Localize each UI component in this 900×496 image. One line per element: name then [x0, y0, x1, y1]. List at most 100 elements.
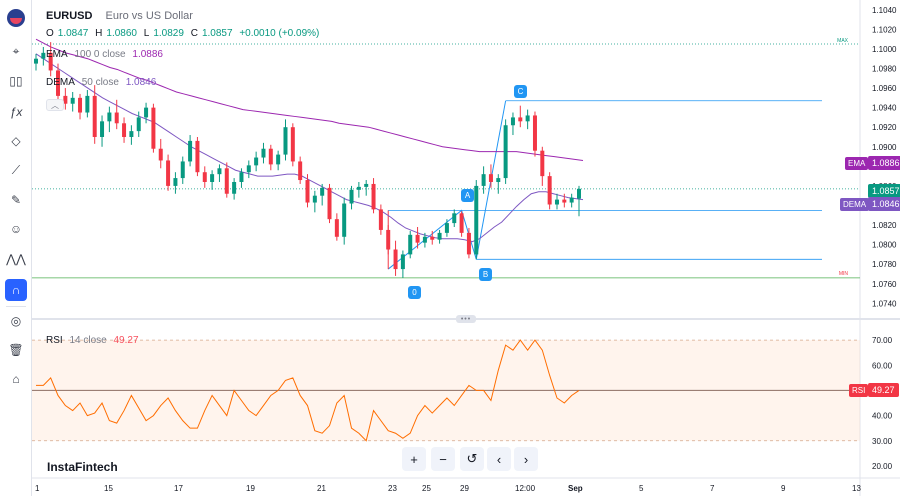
magnet-icon[interactable]: ∩ [5, 279, 27, 301]
rsi-legend[interactable]: RSI 14 close 49.27 [46, 335, 143, 346]
rsi-name: RSI [46, 335, 63, 346]
ema-legend[interactable]: EMA 100 0 close 1.0886 [46, 49, 167, 60]
candle-body [371, 183, 376, 210]
close-value: 1.0857 [201, 28, 233, 39]
zoom-in-button[interactable]: + [402, 447, 426, 471]
time-tick-label: 13 [852, 484, 861, 493]
dema-value: 1.0846 [125, 77, 157, 88]
rsi-tick-label: 20.00 [872, 462, 893, 471]
time-tick-label: 9 [781, 484, 786, 493]
candle-body [85, 95, 90, 113]
candle-body [268, 148, 273, 165]
time-tick-label: 21 [317, 484, 326, 493]
candle-body [466, 232, 471, 255]
low-label: L [143, 28, 150, 39]
candle-body [210, 174, 215, 182]
open-value: 1.0847 [57, 28, 89, 39]
candle-body [562, 199, 567, 203]
rsi-value: 49.27 [113, 335, 139, 346]
candle-body [276, 154, 281, 165]
candle-body [510, 117, 515, 126]
candle-body [56, 70, 61, 96]
price-tick-label: 1.1040 [872, 6, 897, 15]
scroll-left-button[interactable]: ‹ [487, 447, 511, 471]
candle-body [144, 107, 149, 118]
candles-icon[interactable]: ▯▯ [9, 74, 23, 88]
screenshot-icon[interactable]: ⌂ [12, 372, 20, 386]
pane-resize-handle[interactable]: ••• [456, 315, 476, 323]
trend-line-icon[interactable]: ⟋ [11, 162, 21, 177]
reset-chart-button[interactable]: ↺ [460, 447, 484, 471]
symbol-description: Euro vs US Dollar [105, 10, 193, 22]
chart-area[interactable]: 1.1040 1.1020 1.1000 1.0980 1.0960 1.0940 1.09… [32, 0, 900, 496]
candle-body [554, 199, 559, 205]
time-tick-label: 5 [639, 484, 644, 493]
candle-body [342, 203, 347, 237]
time-tick-label: Sep [568, 484, 583, 493]
candle-body [364, 183, 369, 187]
collapse-legend-button[interactable]: ︿ [46, 99, 64, 111]
candle-body [569, 197, 574, 203]
candle-body [444, 223, 449, 233]
scroll-right-button[interactable]: › [514, 447, 538, 471]
symbol-name[interactable]: EURUSD [46, 10, 93, 22]
price-tick-label: 1.0740 [872, 299, 897, 308]
ema-price-tag: 1.0886 [868, 156, 900, 170]
zoom-out-button[interactable]: − [431, 447, 455, 471]
candle-body [334, 219, 339, 237]
time-tick-label: 1 [35, 484, 40, 493]
candle-body [298, 161, 303, 181]
candle-body [41, 52, 46, 59]
pattern-icon[interactable]: ⋀⋀ [6, 252, 26, 266]
candle-body [481, 174, 486, 186]
candle-body [356, 186, 361, 190]
time-tick-label: 19 [246, 484, 255, 493]
candle-body [34, 58, 38, 64]
candle-body [422, 236, 427, 243]
dema-tag-label: DEMA [840, 198, 870, 211]
pattern-point-b[interactable]: B [479, 268, 492, 281]
candle-body [349, 189, 354, 204]
pattern-point-a[interactable]: A [461, 189, 474, 202]
candle-body [202, 172, 207, 182]
max-label: MAX [837, 38, 849, 44]
ema-line [35, 38, 584, 161]
candle-body [92, 95, 97, 137]
high-value: 1.0860 [106, 28, 137, 39]
candle-body [195, 140, 200, 173]
brush-icon[interactable]: ✎ [10, 193, 22, 207]
candle-body [122, 123, 127, 137]
chart-canvas[interactable]: 1.1040 1.1020 1.1000 1.0980 1.0960 1.0940 1.09… [32, 0, 900, 496]
emoji-icon[interactable]: ☺ [9, 222, 23, 236]
rsi-tick-label: 70.00 [872, 336, 893, 345]
candle-body [173, 178, 178, 186]
time-tick-label: 25 [422, 484, 431, 493]
dema-legend[interactable]: DEMA 50 close 1.0846 [46, 77, 160, 88]
candle-body [158, 148, 163, 161]
candle-body [246, 165, 251, 173]
rsi-price-tag: 49.27 [868, 383, 899, 397]
candle-body [63, 95, 68, 104]
ema-params: 100 0 close [74, 49, 126, 60]
candle-body [107, 112, 112, 122]
logo-icon [7, 9, 25, 27]
pattern-point-c[interactable]: C [514, 85, 527, 98]
trash-icon[interactable]: 🗑 [8, 343, 24, 357]
candle-body [547, 176, 552, 205]
candle-body [70, 97, 75, 104]
drawing-toolbar: ⌖ ▯▯ ƒx ◇ ⟋ ✎ ☺ ⋀⋀ ∩ ◎ 🗑 ⌂ [0, 0, 32, 496]
pattern-point-0[interactable]: 0 [408, 286, 421, 299]
crosshair-icon[interactable]: ⌖ [12, 43, 20, 58]
candle-body [290, 127, 295, 162]
price-tick-label: 1.0960 [872, 84, 897, 93]
time-tick-label: 15 [104, 484, 113, 493]
candle-body [415, 234, 420, 243]
shapes-icon[interactable]: ◇ [11, 134, 21, 148]
candle-body [305, 180, 310, 203]
last-price-tag: 1.0857 [868, 184, 900, 198]
ohlc-legend: O 1.0847 H 1.0860 L 1.0829 C 1.0857 +0.0010 … [46, 28, 323, 39]
eye-off-icon[interactable]: ◎ [10, 314, 22, 328]
candle-body [78, 97, 83, 113]
candle-body [261, 148, 266, 158]
fx-icon[interactable]: ƒx [9, 105, 23, 119]
